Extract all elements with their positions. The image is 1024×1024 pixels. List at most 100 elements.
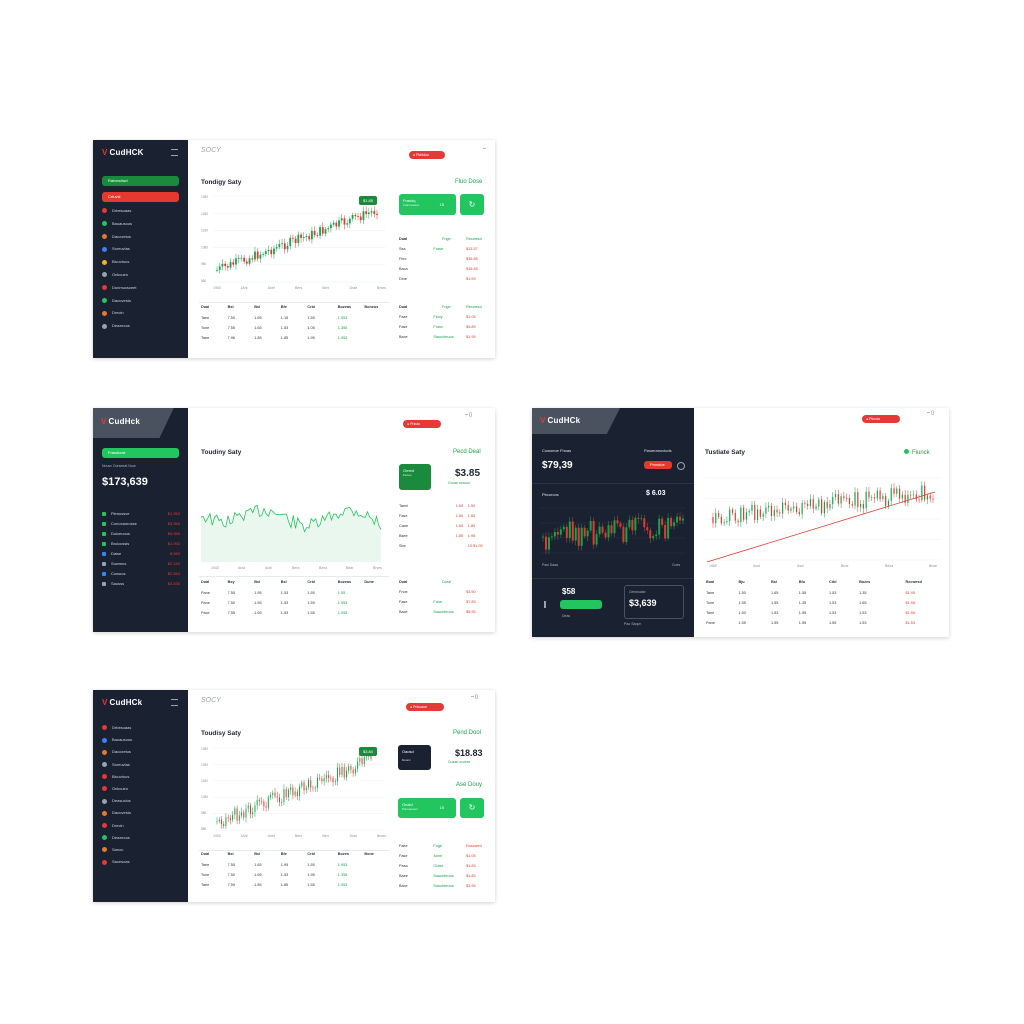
table-row[interactable]: Taee 7.55 1.65 1.95 1.55 1.953 <box>201 863 391 871</box>
green-summary-card[interactable]: Onaid Pianoauson 15 <box>398 798 456 818</box>
candle-body <box>272 792 274 796</box>
candle-body <box>932 498 934 500</box>
candle-body <box>604 532 607 538</box>
red-pill[interactable]: Pnnstue <box>644 461 672 469</box>
coin-row[interactable]: Doiceuous $5.955 <box>102 530 180 538</box>
table-row[interactable]: Taee 7.50 1.65 1.15 1.55 1.953 <box>201 316 391 324</box>
sidebar-item[interactable]: Soreuvlas <box>102 245 130 253</box>
coin-row[interactable]: Conoxaurosse $3.965 <box>102 520 180 528</box>
table-row[interactable]: Tane 1.50 1.65 1.55 1.53 1.35 $1.95 <box>706 591 938 599</box>
table-row[interactable]: Pane 7.55 1.95 1.53 1.55 1.55 <box>201 591 391 599</box>
table-header-cell: Bfe <box>280 852 287 856</box>
notification-badge[interactable]: ● Prkuto <box>403 420 441 428</box>
chart-title: Toudisy Saty <box>201 730 241 737</box>
table-row[interactable]: Fase Faoe $7.85 <box>399 600 485 608</box>
table-row[interactable]: Bace Sauuhteuus $1.95 <box>399 335 485 343</box>
table-row[interactable]: Pasa Ooise $1.85 <box>399 864 485 872</box>
table-row[interactable]: Tone 7.50 1.65 1.53 1.95 1.355 <box>201 873 391 881</box>
info-icon[interactable] <box>677 462 685 470</box>
x-tick-label: 1943 <box>211 566 219 570</box>
coin-row[interactable]: Sowmus $2.153 <box>102 560 180 568</box>
table-row[interactable]: Sbe 15 $1.05 <box>399 544 485 552</box>
table-cell: 7.55 <box>227 611 235 615</box>
notification-badge[interactable]: ● Pnkuaoe <box>406 703 444 711</box>
table-row[interactable]: Baee Sauuhteuus $1.85 <box>399 874 485 882</box>
coin-row[interactable]: Bruicussis $1.953 <box>102 540 180 548</box>
table-row[interactable]: Cane 1.65 1.85 <box>399 524 485 532</box>
sidebar-item[interactable]: Onkcueo <box>102 271 128 279</box>
green-summary-card[interactable]: Frasdq Cakxveasce 15 <box>399 194 456 215</box>
table-row[interactable]: Faee Foge Ruscwed <box>399 844 485 852</box>
sidebar-item[interactable]: Sacesoas <box>102 858 130 866</box>
logo-mark-icon: V <box>101 417 107 426</box>
sidebar-item[interactable]: Deasuclos <box>102 797 131 805</box>
table-row[interactable]: Fnoe $3.50 <box>399 590 485 598</box>
table-cell: Tane <box>706 611 715 615</box>
table-row[interactable]: Pace 7.55 1.65 1.53 1.55 1.055 <box>201 611 391 619</box>
table-row[interactable]: Tane 1.50 1.53 1.55 1.53 1.53 $1.95 <box>706 611 938 619</box>
candle-body <box>235 258 237 265</box>
table-cell: Pans <box>201 601 210 605</box>
coin-row[interactable]: Cowuos $2.563 <box>102 570 180 578</box>
sidebar-item[interactable]: Onkcueo <box>102 785 128 793</box>
sidebar-item[interactable]: Drbesuaas <box>102 207 131 215</box>
nav-dots-icon[interactable] <box>544 601 546 608</box>
table-row[interactable]: Ssa Frase $13.57 <box>399 247 485 255</box>
sidebar-item[interactable]: Dacoxetus <box>102 748 131 756</box>
table-row[interactable]: Taeel 1.65 1.50 <box>399 504 485 512</box>
table-row[interactable]: Fase 1.55 1.65 <box>399 514 485 522</box>
sidebar-item[interactable]: Dacoxetus <box>102 233 131 241</box>
sidebar-item[interactable]: Drecin <box>102 822 124 830</box>
dark-stat-card[interactable]: Cemcsatcr $3,639 <box>624 585 684 619</box>
sidebar-item[interactable]: Drbesuaas <box>102 724 131 732</box>
coin-value: $1.953 <box>167 541 180 546</box>
sidebar-item[interactable]: Dacuvesla <box>102 297 131 305</box>
sidebar-item[interactable]: Donmucsceet <box>102 284 136 292</box>
table-row[interactable]: Fase Aone $1.05 <box>399 854 485 862</box>
table-row[interactable]: Taee 7.59 1.85 1.85 1.55 1.953 <box>201 883 391 891</box>
row-value: $1.59 <box>466 277 476 281</box>
table-row[interactable]: Bsee 1.85 1.95 <box>399 534 485 542</box>
coin-row[interactable]: Plenussve $1.953 <box>102 510 180 518</box>
table-row[interactable]: Tone 1.55 1.55 1.35 1.53 1.65 $1.95 <box>706 601 938 609</box>
sidebar-red-pill[interactable]: Crtuvsl <box>102 192 179 202</box>
sidebar-item[interactable]: Bicuvtuus <box>102 773 129 781</box>
table-row[interactable]: Faze Fiooy $1.05 <box>399 315 485 323</box>
table-row[interactable]: Dine $1.59 <box>399 277 485 285</box>
notification-badge[interactable]: ● Pkbtdoo <box>409 151 445 159</box>
menu-icon[interactable] <box>171 149 178 156</box>
sidebar-item[interactable]: Bauausous <box>102 736 132 744</box>
table-row[interactable]: Baca $15.85 <box>399 267 485 275</box>
sidebar-item[interactable]: Deaxecus <box>102 834 130 842</box>
table-row[interactable]: Fino $35.85 <box>399 257 485 265</box>
menu-icon[interactable] <box>171 699 178 706</box>
row-value: $1.95 <box>466 884 476 888</box>
dark-summary-card[interactable]: Oaosd Doonc <box>398 745 431 770</box>
sidebar-item[interactable]: Sanoc <box>102 846 123 854</box>
sidebar-item[interactable]: Soreuvlas <box>102 761 130 769</box>
table-row[interactable]: Bace Sauuhteuus $1.95 <box>399 884 485 892</box>
sidebar-item[interactable]: Dacuvesla <box>102 809 131 817</box>
coin-row[interactable]: Sausss $3.535 <box>102 580 180 588</box>
refresh-button[interactable]: ↻ <box>460 798 484 818</box>
table-row[interactable]: Bace Sauuhteuus $5.95 <box>399 610 485 618</box>
table-row[interactable]: Pane 1.55 1.55 1.55 1.55 1.53 $1.53 <box>706 621 938 629</box>
refresh-button[interactable]: ↻ <box>460 194 484 215</box>
table-row[interactable]: Fase Frasv $4.85 <box>399 325 485 333</box>
table-row[interactable]: Taee 7.96 1.85 1.85 1.95 1.953 <box>201 336 391 344</box>
search-text[interactable]: SOCY <box>201 697 221 704</box>
sidebar-green-pill[interactable]: Raivnsdwd <box>102 176 179 186</box>
notification-badge[interactable]: ● Ptkuda <box>862 415 900 423</box>
coin-row[interactable]: Daise $.983 <box>102 550 180 558</box>
sidebar-item[interactable]: Bauausous <box>102 220 132 228</box>
sidebar-green-pill[interactable]: Frasdiowt <box>102 448 179 458</box>
summary-card[interactable]: Omed Pecao <box>399 464 431 490</box>
table-row[interactable]: Pans 7.50 1.55 1.53 1.59 1.953 <box>201 601 391 609</box>
row-status: Frasv <box>433 325 443 329</box>
sidebar-item[interactable]: Deaxecus <box>102 322 130 330</box>
sidebar-item[interactable]: Drecin <box>102 309 124 317</box>
sidebar-item[interactable]: Bicuvtuus <box>102 258 129 266</box>
coin-icon <box>102 221 107 227</box>
table-row[interactable]: Tone 7.55 1.65 1.53 1.05 1.355 <box>201 326 391 334</box>
search-text[interactable]: SOCY <box>201 147 221 154</box>
